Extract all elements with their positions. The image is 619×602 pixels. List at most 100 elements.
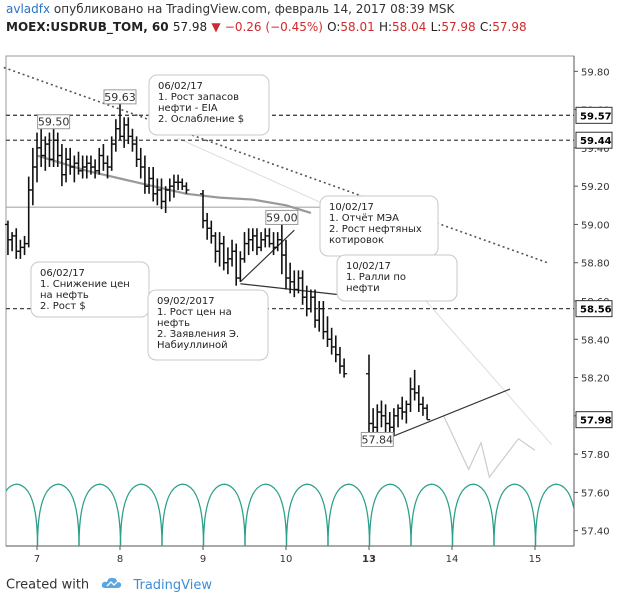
cycle-arc xyxy=(285,483,329,546)
cycle-arc xyxy=(410,483,454,546)
y-tick-label: 59.40 xyxy=(581,144,610,155)
y-tick-label: 58.40 xyxy=(581,335,610,346)
note-line: 09/02/2017 xyxy=(157,296,215,307)
trend-line xyxy=(240,283,345,296)
price-label: 58.56 xyxy=(580,305,612,316)
note-box xyxy=(336,254,458,302)
note-line: нефть xyxy=(157,318,190,329)
down-arrow-icon: ▼ xyxy=(211,20,221,34)
x-tick-label: 15 xyxy=(529,554,542,565)
ohlc-bar xyxy=(424,404,431,421)
price-label-box xyxy=(575,106,613,124)
price-label: 59.57 xyxy=(580,111,612,122)
high-value: 58.04 xyxy=(392,20,427,34)
note-line: нефти xyxy=(346,283,380,294)
x-tick-label: 13 xyxy=(362,554,376,565)
y-tick-label: 59.00 xyxy=(581,220,610,231)
note-line: 2. Ослабление $ xyxy=(158,114,244,125)
note-line: 2. Заявления Э. xyxy=(157,329,239,340)
note-line: 1. Снижение цен xyxy=(40,279,130,290)
note-line: 2. Рост нефтяных xyxy=(329,224,422,235)
x-tick-label: 9 xyxy=(200,554,206,565)
note-box xyxy=(147,289,269,361)
cycle-arc xyxy=(119,483,163,546)
close-label: C: xyxy=(479,20,493,34)
low-value: 57.98 xyxy=(441,20,476,34)
note-line: 10/02/17 xyxy=(329,202,374,213)
price-callout: 59.50 xyxy=(38,116,70,129)
note-line: 2. Рост $ xyxy=(40,301,86,312)
publish-line: avladfx опубликовано на TradingView.com,… xyxy=(6,2,454,16)
footer: Created with TradingView xyxy=(6,576,212,594)
note-line: Набиуллиной xyxy=(157,340,228,351)
x-tick-label: 10 xyxy=(280,554,293,565)
cycle-arc xyxy=(493,483,537,546)
ohlc-bar xyxy=(341,358,348,378)
y-tick-label: 58.20 xyxy=(581,374,610,385)
cycle-arc xyxy=(368,483,412,546)
tradingview-link[interactable]: TradingView xyxy=(133,577,212,593)
callout-box xyxy=(37,114,71,130)
author-link[interactable]: avladfx xyxy=(6,2,51,16)
note-line: 06/02/17 xyxy=(158,81,203,92)
note-box xyxy=(148,74,270,136)
cycle-arc xyxy=(78,483,122,546)
note-line: 1. Отчёт МЭА xyxy=(329,213,399,224)
last-price: 57.98 xyxy=(172,20,208,34)
cycle-arc xyxy=(36,483,80,546)
open-label: O: xyxy=(327,20,341,34)
note-line: котировок xyxy=(329,235,384,246)
price-change: −0.26 (−0.45%) xyxy=(224,20,323,34)
projection-line xyxy=(443,415,536,479)
note-line: 1. Рост цен на xyxy=(157,307,232,318)
price-callout: 57.84 xyxy=(362,433,394,446)
trend-line xyxy=(377,388,511,444)
x-tick-label: 8 xyxy=(117,554,123,565)
y-tick-label: 57.80 xyxy=(581,450,610,461)
ohlc-bar xyxy=(183,182,190,194)
symbol-name: MOEX:USDRUB_TOM, 60 xyxy=(6,20,169,34)
note-line: 10/02/17 xyxy=(346,261,391,272)
cycle-arc xyxy=(161,483,205,546)
price-label: 57.98 xyxy=(580,416,612,427)
note-line: нефти - EIA xyxy=(158,103,218,114)
cycle-arc xyxy=(6,483,39,546)
y-tick-label: 58.80 xyxy=(581,259,610,270)
cycle-arc xyxy=(451,483,495,546)
price-label-box xyxy=(575,300,613,318)
callout-box xyxy=(103,89,137,105)
y-tick-label: 57.60 xyxy=(581,488,610,499)
note-line: на нефть xyxy=(40,290,89,301)
price-callout: 59.63 xyxy=(104,91,136,104)
cycle-arc xyxy=(534,483,574,546)
open-value: 58.01 xyxy=(340,20,375,34)
low-label: L: xyxy=(430,20,442,34)
note-line: 1. Ралли по xyxy=(346,272,406,283)
price-callout: 59.00 xyxy=(266,211,298,224)
trend-line xyxy=(3,66,548,264)
trend-line xyxy=(239,229,295,283)
callout-box xyxy=(360,431,394,447)
high-label: H: xyxy=(378,20,393,34)
note-line: 06/02/17 xyxy=(40,268,85,279)
y-tick-label: 59.20 xyxy=(581,182,610,193)
y-tick-label: 59.80 xyxy=(581,67,610,78)
cycle-arc xyxy=(327,483,371,546)
created-with-label: Created with xyxy=(6,577,90,593)
symbol-line: MOEX:USDRUB_TOM, 60 57.98 ▼ −0.26 (−0.45… xyxy=(6,20,527,34)
callout-box xyxy=(265,209,299,225)
cycle-arc xyxy=(202,483,246,546)
tradingview-logo-icon xyxy=(101,576,123,594)
price-label-box xyxy=(575,131,613,149)
cycle-arc xyxy=(244,483,288,546)
x-tick-label: 7 xyxy=(34,554,40,565)
y-tick-label: 57.40 xyxy=(581,527,610,538)
note-line: 1. Рост запасов xyxy=(158,92,239,103)
publish-info: опубликовано на TradingView.com, февраль… xyxy=(53,2,455,16)
close-value: 57.98 xyxy=(492,20,527,34)
price-label: 59.44 xyxy=(580,136,612,147)
note-box xyxy=(30,261,150,318)
x-tick-label: 14 xyxy=(446,554,459,565)
price-label-box xyxy=(575,411,613,429)
